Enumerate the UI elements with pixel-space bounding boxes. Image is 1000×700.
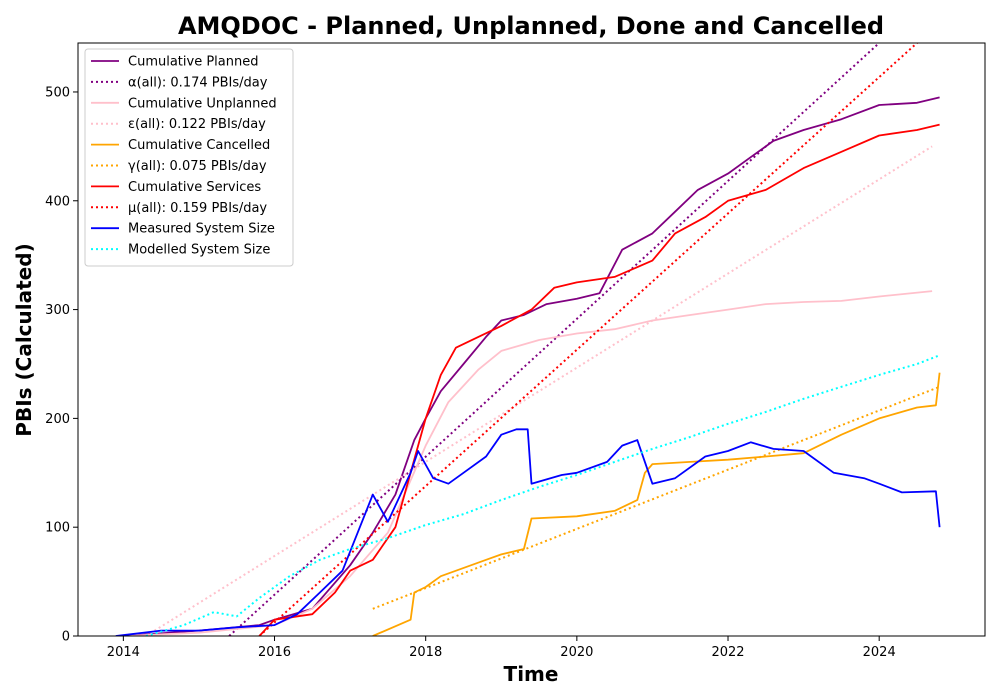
series-layer: [115, 43, 941, 636]
series-line-measured-system-size: [115, 428, 941, 636]
legend-label: γ(all): 0.075 PBIs/day: [128, 159, 267, 174]
y-tick-label: 100: [45, 521, 70, 536]
legend-box: [84, 48, 294, 267]
plot-frame: [77, 42, 986, 637]
legend-label: Cumulative Services: [128, 180, 261, 195]
x-axis: 2014 2016 2018 2020 2022 2024: [107, 636, 896, 660]
series-line-cumulative-unplanned: [123, 290, 933, 636]
y-tick-label: 400: [45, 194, 70, 209]
legend-label: μ(all): 0.159 PBIs/day: [128, 201, 267, 216]
x-tick-label: 2014: [107, 645, 140, 660]
x-axis-label: Time: [504, 662, 559, 686]
x-tick-label: 2018: [409, 645, 442, 660]
legend-label: Cumulative Unplanned: [128, 96, 277, 111]
y-tick-label: 300: [45, 303, 70, 318]
legend-label: Cumulative Planned: [128, 55, 258, 70]
plot-area: [77, 42, 986, 637]
legend-label: Modelled System Size: [128, 243, 270, 258]
y-tick-label: 500: [45, 85, 70, 100]
series-line-all-0-122-pbis-day: [145, 145, 933, 636]
series-line-all-0-174-pbis-day: [228, 43, 880, 636]
y-tick-label: 200: [45, 412, 70, 427]
legend: Cumulative Planned α(all): 0.174 PBIs/day…: [84, 48, 294, 267]
series-line-cumulative-services: [258, 123, 940, 636]
chart-title: AMQDOC - Planned, Unplanned, Done and Ca…: [178, 12, 884, 40]
y-axis: 0 100 200 300 400 500: [45, 85, 78, 645]
y-axis-label: PBIs (Calculated): [12, 243, 36, 436]
legend-label: ε(all): 0.122 PBIs/day: [128, 117, 266, 132]
y-tick-label: 0: [62, 630, 70, 645]
series-line-all-0-075-pbis-day: [372, 385, 940, 610]
series-line-cumulative-cancelled: [372, 372, 941, 636]
series-line-cumulative-planned: [123, 96, 940, 636]
x-tick-label: 2016: [258, 645, 291, 660]
x-tick-label: 2022: [711, 645, 744, 660]
x-tick-label: 2024: [863, 645, 896, 660]
legend-label: α(all): 0.174 PBIs/day: [128, 75, 268, 90]
x-tick-label: 2020: [560, 645, 593, 660]
legend-label: Measured System Size: [128, 222, 275, 237]
legend-label: Cumulative Cancelled: [128, 138, 270, 153]
